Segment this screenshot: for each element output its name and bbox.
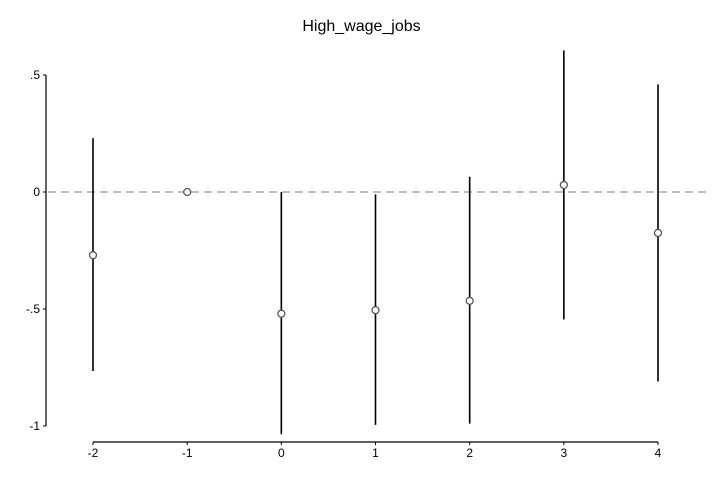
data-point xyxy=(465,296,474,305)
data-point xyxy=(88,251,98,260)
axes-layer: .5 0 -.5 -1 -2 -1 0 1 2 3 4 xyxy=(26,68,662,460)
data-point xyxy=(277,309,286,318)
y-tick-label: -1 xyxy=(29,419,40,433)
data-point xyxy=(371,306,380,315)
x-tick-label: 3 xyxy=(560,446,567,460)
y-tick-label: 0 xyxy=(33,185,40,199)
data-point xyxy=(183,187,192,197)
x-tick-label: -1 xyxy=(182,446,193,460)
x-tick-label: 0 xyxy=(278,446,285,460)
x-tick-label: 4 xyxy=(655,446,662,460)
data-point xyxy=(559,180,568,190)
x-tick-label: 2 xyxy=(466,446,473,460)
data-point xyxy=(653,228,663,238)
x-tick-label: 1 xyxy=(372,446,379,460)
chart-title: High_wage_jobs xyxy=(302,18,421,35)
points-layer xyxy=(88,180,663,318)
error-bars-layer xyxy=(92,50,659,435)
x-tick-label: -2 xyxy=(88,446,99,460)
y-tick-label: -.5 xyxy=(26,302,40,316)
y-tick-label: .5 xyxy=(30,68,40,82)
